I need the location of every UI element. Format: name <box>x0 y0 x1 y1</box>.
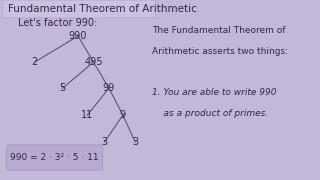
Text: 3: 3 <box>132 137 138 147</box>
Text: The Fundamental Theorem of: The Fundamental Theorem of <box>152 26 286 35</box>
Text: 9: 9 <box>120 110 126 120</box>
Text: 990 = 2 · 3² · 5 · 11: 990 = 2 · 3² · 5 · 11 <box>11 153 99 162</box>
Text: 990: 990 <box>69 31 87 41</box>
Text: as a product of primes.: as a product of primes. <box>152 109 268 118</box>
Text: 5: 5 <box>60 83 66 93</box>
Text: Let's factor 990:: Let's factor 990: <box>18 17 97 28</box>
Text: 99: 99 <box>103 83 115 93</box>
Text: Fundamental Theorem of Arithmetic: Fundamental Theorem of Arithmetic <box>8 4 196 14</box>
Text: 1. You are able to write 990: 1. You are able to write 990 <box>152 88 277 97</box>
Text: 495: 495 <box>84 57 103 67</box>
FancyBboxPatch shape <box>7 145 103 170</box>
Text: 3: 3 <box>101 137 108 147</box>
FancyBboxPatch shape <box>2 0 156 18</box>
Text: Arithmetic asserts two things:: Arithmetic asserts two things: <box>152 47 288 56</box>
Text: 2: 2 <box>32 57 38 67</box>
Text: 11: 11 <box>81 110 93 120</box>
